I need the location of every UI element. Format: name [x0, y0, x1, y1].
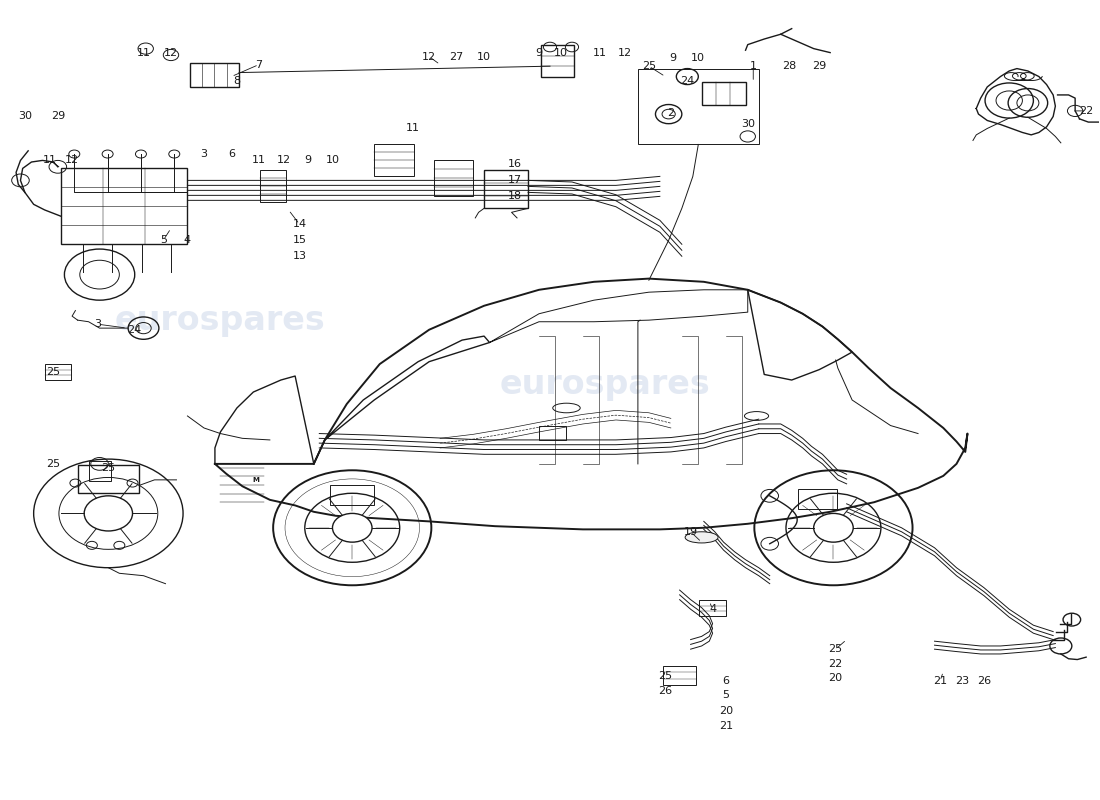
Text: eurospares: eurospares: [116, 304, 326, 337]
Text: 24: 24: [680, 75, 694, 86]
Text: 25: 25: [46, 459, 60, 469]
Text: 4: 4: [710, 604, 716, 614]
Text: 25: 25: [46, 367, 60, 377]
Ellipse shape: [685, 532, 718, 543]
Text: 26: 26: [658, 686, 672, 697]
Text: 11: 11: [252, 155, 266, 166]
Text: 12: 12: [617, 48, 631, 58]
Text: 26: 26: [977, 676, 991, 686]
Text: 17: 17: [508, 175, 521, 186]
Bar: [433, 161, 473, 195]
Bar: [702, 82, 746, 105]
Text: 6: 6: [228, 149, 235, 159]
Text: 12: 12: [422, 51, 437, 62]
Text: 29: 29: [812, 61, 826, 71]
Bar: [700, 600, 726, 616]
Text: 25: 25: [101, 463, 116, 473]
Text: 11: 11: [136, 48, 151, 58]
Bar: [541, 45, 574, 77]
Text: 14: 14: [293, 219, 307, 230]
Bar: [798, 490, 837, 509]
Bar: [638, 69, 759, 145]
Bar: [484, 170, 528, 208]
Text: 5: 5: [723, 690, 729, 701]
Text: 9: 9: [305, 155, 312, 166]
Text: 28: 28: [782, 61, 796, 71]
Text: 20: 20: [828, 673, 843, 683]
Text: 12: 12: [164, 48, 178, 58]
Text: 3: 3: [200, 149, 208, 159]
Text: 1: 1: [750, 61, 757, 71]
Text: 2: 2: [668, 107, 674, 118]
Text: 21: 21: [933, 676, 947, 686]
Text: 25: 25: [658, 670, 672, 681]
Circle shape: [332, 514, 372, 542]
Bar: [663, 666, 696, 685]
Text: 29: 29: [51, 111, 65, 122]
Text: 18: 18: [508, 191, 521, 202]
Text: 27: 27: [450, 51, 464, 62]
Text: 24: 24: [128, 325, 142, 334]
Text: 7: 7: [255, 59, 263, 70]
Text: 11: 11: [43, 155, 57, 166]
Circle shape: [814, 514, 854, 542]
Bar: [260, 170, 286, 202]
Bar: [45, 364, 72, 380]
Text: 22: 22: [828, 658, 843, 669]
Text: 23: 23: [955, 676, 969, 686]
Bar: [78, 466, 139, 494]
Text: 16: 16: [508, 159, 521, 170]
Text: 10: 10: [477, 51, 491, 62]
Circle shape: [85, 496, 132, 531]
Text: 19: 19: [683, 526, 697, 537]
Text: 30: 30: [740, 119, 755, 130]
Text: 8: 8: [233, 75, 241, 86]
Text: 12: 12: [277, 155, 292, 166]
Text: 22: 22: [1079, 106, 1093, 116]
Text: eurospares: eurospares: [499, 367, 711, 401]
Text: 10: 10: [326, 155, 340, 166]
Text: M: M: [252, 477, 258, 483]
Text: 10: 10: [554, 48, 568, 58]
Text: 4: 4: [184, 235, 191, 246]
Text: 20: 20: [718, 706, 733, 717]
Text: 13: 13: [293, 251, 307, 262]
Text: 9: 9: [670, 53, 676, 63]
Bar: [89, 462, 111, 482]
Bar: [62, 169, 187, 244]
Text: 5: 5: [160, 235, 167, 246]
Text: 25: 25: [641, 61, 656, 71]
Bar: [374, 145, 414, 176]
Text: 12: 12: [65, 155, 79, 166]
Text: 25: 25: [828, 644, 843, 654]
Text: 30: 30: [18, 111, 32, 122]
Text: 21: 21: [718, 721, 733, 731]
Text: 11: 11: [593, 48, 606, 58]
Text: 9: 9: [536, 48, 542, 58]
Bar: [330, 485, 374, 505]
Text: 10: 10: [691, 53, 705, 63]
Text: 15: 15: [293, 235, 307, 246]
Text: 6: 6: [723, 676, 729, 686]
Bar: [539, 426, 566, 440]
Text: 3: 3: [94, 319, 101, 329]
Text: 11: 11: [406, 123, 420, 134]
Bar: [189, 63, 239, 87]
